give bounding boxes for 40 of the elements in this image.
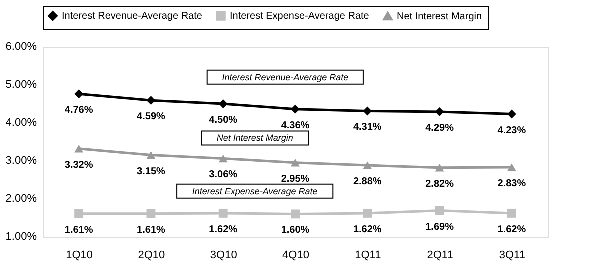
- data-label: 4.23%: [498, 125, 526, 136]
- data-label: 4.29%: [426, 122, 454, 134]
- y-tick-label: 3.00%: [6, 155, 38, 167]
- data-label: 2.83%: [498, 178, 526, 190]
- x-tick-label: 3Q10: [210, 250, 238, 261]
- annotation: Net Interest Margin: [216, 133, 294, 144]
- data-label: 2.82%: [426, 178, 454, 190]
- data-label: 1.69%: [426, 222, 454, 233]
- data-label: 1.62%: [209, 224, 238, 236]
- x-tick-label: 1Q10: [66, 250, 94, 261]
- annotation: Interest Revenue-Average Rate: [222, 72, 349, 82]
- data-label: 4.31%: [353, 122, 382, 134]
- data-label: 3.06%: [209, 170, 238, 181]
- data-label: 1.61%: [64, 224, 94, 236]
- data-label: 1.62%: [498, 224, 526, 236]
- legend-label: Interest Expense-Average Rate: [230, 11, 370, 22]
- data-label: 3.32%: [64, 160, 94, 171]
- data-label: 1.62%: [353, 224, 382, 236]
- x-tick-label: 1Q11: [355, 250, 382, 261]
- data-label: 3.15%: [137, 166, 166, 178]
- data-label: 1.61%: [137, 224, 166, 236]
- legend-label: Interest Revenue-Average Rate: [62, 11, 203, 22]
- data-label: 4.36%: [281, 120, 310, 132]
- annotation: Interest Expense-Average Rate: [192, 186, 318, 196]
- y-tick-label: 5.00%: [6, 79, 38, 91]
- x-tick-label: 3Q11: [499, 250, 526, 261]
- x-tick-label: 4Q10: [282, 250, 310, 261]
- y-tick-label: 1.00%: [6, 231, 38, 243]
- data-label: 1.60%: [281, 225, 310, 236]
- y-tick-label: 4.00%: [6, 117, 38, 129]
- data-label: 2.88%: [353, 176, 382, 188]
- data-label: 4.59%: [137, 112, 166, 123]
- data-label: 4.50%: [209, 115, 238, 126]
- data-label: 4.76%: [64, 105, 94, 116]
- x-tick-label: 2Q11: [427, 250, 454, 261]
- y-tick-label: 2.00%: [6, 193, 38, 205]
- y-tick-label: 6.00%: [6, 41, 38, 53]
- legend-label: Net Interest Margin: [397, 11, 482, 22]
- x-tick-label: 2Q10: [138, 250, 166, 261]
- data-label: 2.95%: [281, 174, 310, 185]
